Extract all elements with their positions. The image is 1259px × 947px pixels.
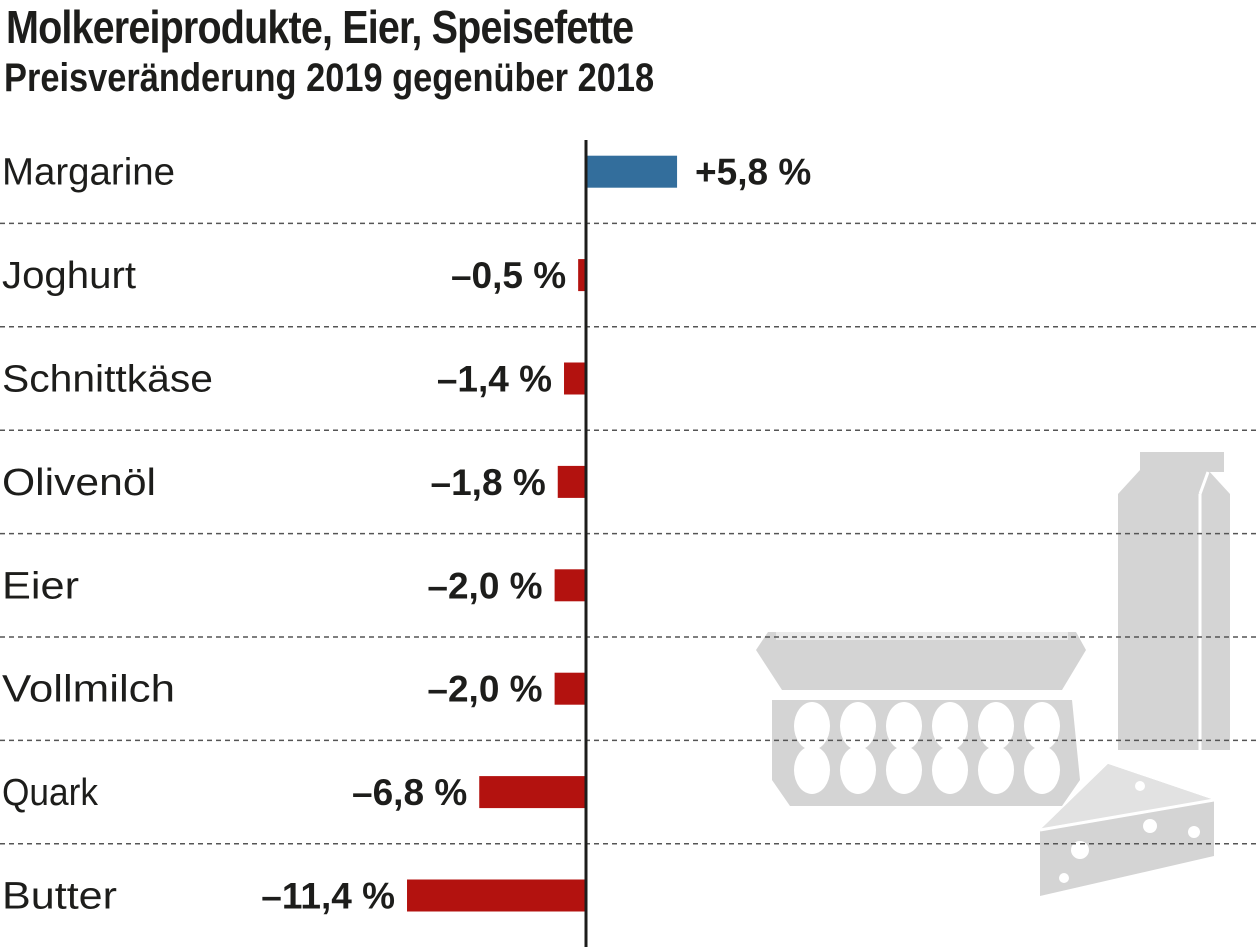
bar-joghurt bbox=[578, 259, 586, 292]
egg-shape bbox=[886, 702, 922, 750]
category-label: Eier bbox=[2, 565, 79, 607]
value-label: –6,8 % bbox=[352, 772, 467, 813]
egg-shape bbox=[1024, 746, 1060, 794]
egg-shape bbox=[978, 702, 1014, 750]
category-labels: Margarine Joghurt Schnittkäse Olivenöl Eier V… bbox=[2, 152, 213, 918]
value-label: –1,4 % bbox=[437, 359, 552, 400]
value-label: –1,8 % bbox=[431, 462, 546, 503]
value-labels: +5,8 % –0,5 % –1,4 % –1,8 % –2,0 % –2,0 % –6,8… bbox=[261, 152, 811, 917]
dairy-illustration bbox=[756, 452, 1230, 896]
bar-olivenöl bbox=[557, 465, 586, 498]
row-separators bbox=[0, 222, 1259, 845]
egg-shape bbox=[794, 702, 830, 750]
egg-shape bbox=[932, 702, 968, 750]
bar-vollmilch bbox=[554, 672, 586, 705]
egg-shape bbox=[886, 746, 922, 794]
value-label: –0,5 % bbox=[451, 255, 566, 296]
bars-group bbox=[407, 155, 678, 912]
category-label: Quark bbox=[2, 772, 99, 814]
value-label: –2,0 % bbox=[427, 565, 542, 606]
egg-shape bbox=[794, 746, 830, 794]
egg-carton-icon bbox=[756, 632, 1086, 806]
category-label: Joghurt bbox=[2, 255, 136, 297]
value-label: –11,4 % bbox=[261, 876, 395, 917]
egg-shape bbox=[978, 746, 1014, 794]
bar-schnittkäse bbox=[564, 362, 586, 395]
bar-butter bbox=[407, 879, 586, 912]
chart-title: Molkereiprodukte, Eier, Speisefette bbox=[6, 1, 634, 53]
bar-quark bbox=[479, 776, 586, 809]
egg-shape bbox=[932, 746, 968, 794]
value-label: +5,8 % bbox=[695, 152, 811, 193]
bar-margarine bbox=[586, 155, 678, 188]
category-label: Vollmilch bbox=[2, 669, 175, 711]
egg-shape bbox=[1024, 702, 1060, 750]
egg-shape bbox=[840, 746, 876, 794]
bar-eier bbox=[554, 569, 586, 602]
chart-subtitle: Preisveränderung 2019 gegenüber 2018 bbox=[4, 56, 655, 100]
category-label: Butter bbox=[2, 876, 117, 918]
milk-carton-icon bbox=[1118, 452, 1230, 750]
category-label: Schnittkäse bbox=[2, 359, 213, 401]
cheese-icon bbox=[1039, 764, 1215, 896]
value-label: –2,0 % bbox=[427, 669, 542, 710]
category-label: Margarine bbox=[2, 152, 175, 194]
egg-shape bbox=[840, 702, 876, 750]
category-label: Olivenöl bbox=[2, 462, 156, 504]
